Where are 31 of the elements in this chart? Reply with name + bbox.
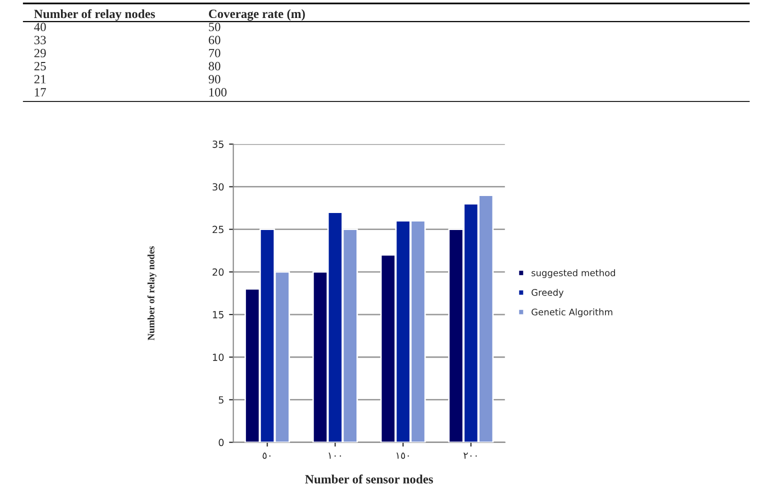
y-tick-label: 25 xyxy=(212,226,224,234)
x-tick-label: ١٥٠ xyxy=(396,452,409,459)
x-tick-label: ١٠٠ xyxy=(328,452,341,459)
y-tick-label: 0 xyxy=(218,438,224,446)
text: 25 xyxy=(34,62,46,70)
legend-label: suggested method xyxy=(532,269,615,278)
text: 60 xyxy=(208,36,220,44)
text: 21 xyxy=(34,75,46,84)
text: Coverage rate (m) xyxy=(208,9,305,21)
x-tick-label: ٢٠٠ xyxy=(464,452,477,459)
y-axis-title: Number of relay nodes xyxy=(147,246,156,340)
text: 80 xyxy=(208,62,220,70)
y-tick-label: 30 xyxy=(212,183,224,191)
text: Number of relay nodes xyxy=(34,9,155,21)
y-tick-label: 15 xyxy=(212,311,224,318)
text: 29 xyxy=(34,48,46,58)
y-tick-label: 35 xyxy=(212,140,224,148)
legend-label: Genetic Algorithm xyxy=(532,308,612,318)
text: 40 xyxy=(34,22,46,32)
text: 50 xyxy=(209,22,220,32)
text: 90 xyxy=(208,74,220,84)
text: 17 xyxy=(34,88,46,96)
y-tick-label: 5 xyxy=(218,396,224,404)
legend-label: Greedy xyxy=(532,288,564,298)
y-tick-label: 10 xyxy=(212,354,224,361)
text: 70 xyxy=(209,48,220,58)
x-axis-title: Number of sensor nodes xyxy=(305,474,433,484)
text: 33 xyxy=(34,36,46,44)
y-tick-label: 20 xyxy=(212,268,224,276)
x-tick-label: ٥٠ xyxy=(262,452,270,459)
text: 100 xyxy=(209,88,227,96)
